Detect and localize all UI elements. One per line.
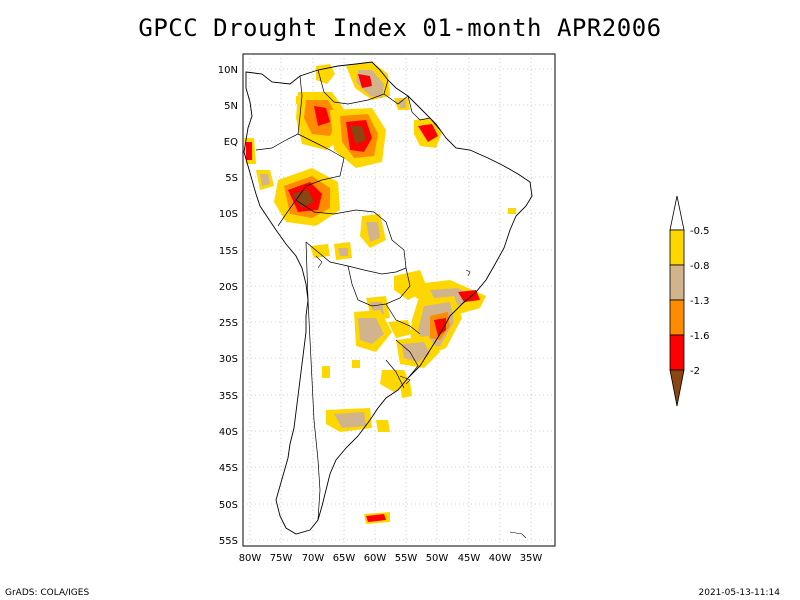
grid-lines	[243, 54, 555, 546]
legend-swatch	[669, 334, 685, 371]
colorbar-legend: -0.5 -0.8 -1.3 -1.6 -2	[669, 195, 710, 407]
drought-patch	[418, 124, 438, 142]
lon-tick-label: 60W	[364, 553, 387, 564]
drought-patch	[400, 382, 412, 398]
lat-tick-label: 40S	[219, 427, 238, 438]
map-title: GPCC Drought Index 01-month APR2006	[138, 14, 662, 42]
lat-tick-label: 5N	[224, 101, 238, 112]
drought-patch	[334, 412, 366, 428]
drought-patch	[338, 248, 348, 256]
lon-tick-label: 40W	[489, 553, 512, 564]
lat-tick-label: 50S	[219, 500, 238, 511]
drought-patch	[314, 106, 330, 126]
footer-timestamp: 2021-05-13-11:14	[698, 588, 781, 598]
legend-swatch	[669, 299, 685, 336]
plot-frame	[242, 53, 556, 547]
legend-swatch-below	[669, 369, 685, 407]
lat-tick-label: 5S	[225, 173, 238, 184]
legend-label: -0.8	[690, 261, 710, 272]
drought-patch	[296, 96, 304, 104]
drought-shading	[244, 62, 516, 524]
legend-swatch	[669, 229, 685, 266]
south-america-coastline	[243, 61, 533, 535]
longitude-axis: 80W 75W 70W 65W 60W 55W 50W 45W 40W 35W	[239, 553, 543, 564]
drought-patch	[358, 318, 384, 344]
lat-tick-label: 45S	[219, 463, 238, 474]
drought-patch	[292, 190, 314, 208]
drought-patch	[366, 222, 380, 242]
lat-tick-label: 10N	[218, 65, 238, 76]
drought-patch	[260, 174, 270, 186]
drought-patch	[402, 342, 430, 362]
lon-tick-label: 80W	[239, 553, 262, 564]
drought-patch	[302, 130, 310, 138]
lat-tick-label: 25S	[219, 318, 238, 329]
legend-label: -1.6	[690, 331, 710, 342]
legend-swatch-above	[669, 195, 685, 231]
lon-tick-label: 50W	[426, 553, 449, 564]
legend-swatch	[669, 264, 685, 301]
lat-tick-label: 15S	[219, 246, 238, 257]
drought-patch	[352, 360, 360, 368]
drought-patch	[508, 208, 516, 214]
legend-label: -0.5	[690, 226, 710, 237]
lon-tick-label: 65W	[333, 553, 356, 564]
drought-patch	[350, 126, 366, 144]
lat-tick-label: 10S	[219, 209, 238, 220]
country-borders	[255, 69, 441, 521]
drought-patch	[366, 514, 386, 522]
lat-tick-label: EQ	[224, 137, 238, 148]
lat-tick-label: 20S	[219, 282, 238, 293]
drought-patch	[434, 318, 446, 336]
legend-label: -2	[690, 366, 700, 377]
lon-tick-label: 45W	[458, 553, 481, 564]
lat-tick-label: 55S	[219, 536, 238, 547]
lon-tick-label: 35W	[520, 553, 543, 564]
latitude-axis: 10N 5N EQ 5S 10S 15S 20S 25S 30S 35S 40S 45S 50S 55S	[218, 65, 238, 547]
drought-patch	[376, 420, 390, 432]
lon-tick-label: 55W	[395, 553, 418, 564]
lat-tick-label: 35S	[219, 391, 238, 402]
drought-patch	[322, 366, 330, 378]
legend-label: -1.3	[690, 296, 710, 307]
lon-tick-label: 70W	[302, 553, 325, 564]
drought-patch	[358, 74, 372, 88]
lon-tick-label: 75W	[270, 553, 293, 564]
coastline-details	[315, 255, 527, 539]
drought-patch	[310, 244, 330, 258]
drought-patch	[246, 142, 252, 160]
lat-tick-label: 30S	[219, 354, 238, 365]
footer-credit: GrADS: COLA/IGES	[5, 588, 90, 598]
